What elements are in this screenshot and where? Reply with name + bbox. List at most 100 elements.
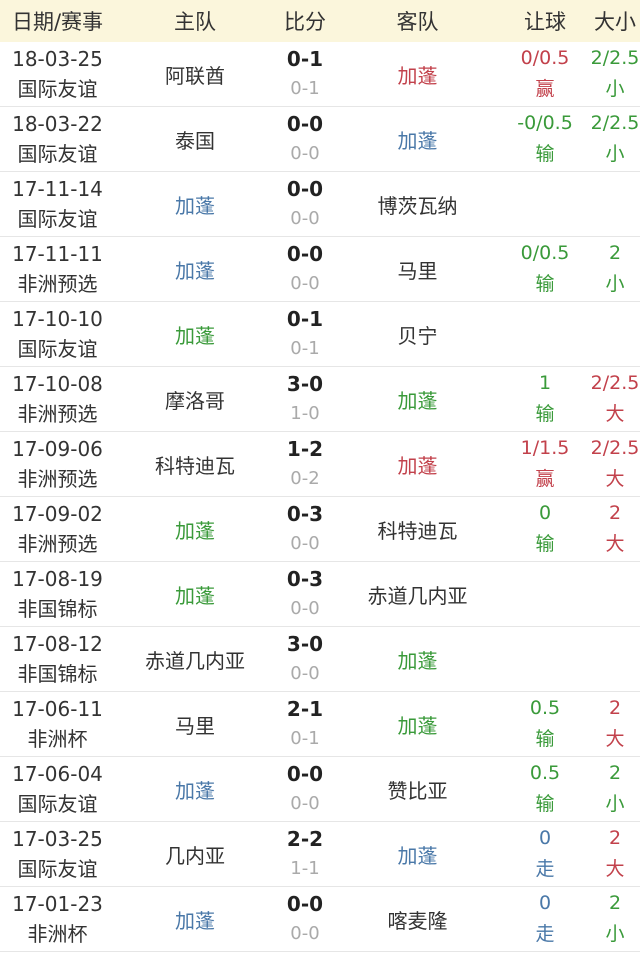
- home-team: 泰国: [175, 128, 215, 153]
- over-under-line: 2: [608, 762, 622, 784]
- table-row[interactable]: 17-01-23 非洲杯 加蓬 0-0 0-0 喀麦隆 0 走 2 小: [0, 887, 640, 952]
- score-cell: 0-1 0-1: [275, 44, 335, 104]
- competition: 国际友谊: [17, 857, 98, 881]
- away-team: 加蓬: [397, 713, 438, 738]
- table-row[interactable]: 17-08-19 非国锦标 加蓬 0-3 0-0 赤道几内亚: [0, 562, 640, 627]
- match-date: 17-09-02: [12, 502, 103, 526]
- header-handicap: 让球: [524, 10, 566, 34]
- home-team: 加蓬: [175, 908, 215, 933]
- half-time-score: 0-0: [290, 793, 320, 814]
- header-away: 客队: [396, 10, 439, 34]
- handicap-line: 0/0.5: [520, 47, 570, 69]
- match-date: 18-03-25: [12, 47, 103, 71]
- table-row[interactable]: 17-10-08 非洲预选 摩洛哥 3-0 1-0 加蓬 1 输 2/2.5 大: [0, 367, 640, 432]
- home-team: 马里: [175, 713, 215, 738]
- over-under-result: 小: [605, 793, 625, 815]
- score-cell: 0-3 0-0: [275, 499, 335, 559]
- full-time-score: 2-2: [286, 827, 324, 851]
- over-under-result: 大: [605, 728, 625, 750]
- score-cell: 2-2 1-1: [275, 824, 335, 884]
- score-cell: 0-0 0-0: [275, 759, 335, 819]
- handicap-result: 输: [535, 143, 555, 165]
- handicap-cell: -0/0.5 输: [500, 108, 590, 170]
- handicap-result: 赢: [535, 468, 555, 490]
- half-time-score: 0-0: [290, 143, 320, 164]
- over-under-cell: 2/2.5 大: [590, 368, 640, 430]
- competition: 非国锦标: [17, 597, 98, 621]
- away-team: 博茨瓦纳: [377, 193, 458, 218]
- competition: 非洲杯: [27, 727, 88, 751]
- over-under-line: 2: [608, 827, 622, 849]
- away-team: 加蓬: [397, 453, 438, 478]
- match-list: 18-03-25 国际友谊 阿联酋 0-1 0-1 加蓬 0/0.5 赢 2/2.5 小 18-03…: [0, 42, 640, 952]
- away-team: 加蓬: [397, 843, 438, 868]
- table-row[interactable]: 18-03-25 国际友谊 阿联酋 0-1 0-1 加蓬 0/0.5 赢 2/2.5 小: [0, 42, 640, 107]
- competition: 国际友谊: [17, 207, 98, 231]
- half-time-score: 0-0: [290, 533, 320, 554]
- score-cell: 0-0 0-0: [275, 239, 335, 299]
- handicap-result: 输: [535, 793, 555, 815]
- half-time-score: 0-1: [290, 728, 320, 749]
- table-row[interactable]: 17-11-11 非洲预选 加蓬 0-0 0-0 马里 0/0.5 输 2 小: [0, 237, 640, 302]
- over-under-result: 小: [605, 143, 625, 165]
- over-under-result: 小: [605, 273, 625, 295]
- over-under-result: 大: [605, 533, 625, 555]
- half-time-score: 0-0: [290, 663, 320, 684]
- away-team: 赞比亚: [387, 778, 448, 803]
- match-date: 17-01-23: [12, 892, 103, 916]
- home-team: 阿联酋: [165, 63, 225, 88]
- table-row[interactable]: 17-06-11 非洲杯 马里 2-1 0-1 加蓬 0.5 输 2 大: [0, 692, 640, 757]
- score-cell: 2-1 0-1: [275, 694, 335, 754]
- away-team: 赤道几内亚: [367, 583, 468, 608]
- home-team: 赤道几内亚: [145, 648, 245, 673]
- away-team: 加蓬: [397, 63, 438, 88]
- home-team: 加蓬: [175, 778, 215, 803]
- score-cell: 0-1 0-1: [275, 304, 335, 364]
- half-time-score: 0-1: [290, 338, 320, 359]
- table-row[interactable]: 17-06-04 国际友谊 加蓬 0-0 0-0 赞比亚 0.5 输 2 小: [0, 757, 640, 822]
- table-row[interactable]: 17-11-14 国际友谊 加蓬 0-0 0-0 博茨瓦纳: [0, 172, 640, 237]
- handicap-result: 走: [535, 858, 555, 880]
- handicap-line: 1/1.5: [520, 437, 570, 459]
- competition: 非国锦标: [17, 662, 98, 686]
- handicap-cell: 0/0.5 输: [500, 238, 590, 300]
- score-cell: 0-0 0-0: [275, 889, 335, 949]
- competition: 非洲预选: [17, 402, 98, 426]
- half-time-score: 0-0: [290, 208, 320, 229]
- away-team: 贝宁: [397, 323, 438, 348]
- over-under-result: 小: [605, 923, 625, 945]
- date-cell: 17-09-02 非洲预选: [0, 499, 115, 559]
- table-row[interactable]: 17-09-06 非洲预选 科特迪瓦 1-2 0-2 加蓬 1/1.5 赢 2/2.5 大: [0, 432, 640, 497]
- match-date: 17-11-11: [12, 242, 103, 266]
- handicap-line: 1: [538, 372, 552, 394]
- score-cell: 0-3 0-0: [275, 564, 335, 624]
- half-time-score: 0-0: [290, 598, 320, 619]
- date-cell: 17-11-11 非洲预选: [0, 239, 115, 299]
- full-time-score: 1-2: [286, 437, 324, 461]
- handicap-cell: 0/0.5 赢: [500, 43, 590, 105]
- table-row[interactable]: 17-09-02 非洲预选 加蓬 0-3 0-0 科特迪瓦 0 输 2 大: [0, 497, 640, 562]
- half-time-score: 0-2: [290, 468, 320, 489]
- away-team: 马里: [397, 258, 438, 283]
- competition: 国际友谊: [17, 142, 98, 166]
- score-cell: 3-0 0-0: [275, 629, 335, 689]
- competition: 国际友谊: [17, 792, 98, 816]
- table-row[interactable]: 17-10-10 国际友谊 加蓬 0-1 0-1 贝宁: [0, 302, 640, 367]
- table-row[interactable]: 18-03-22 国际友谊 泰国 0-0 0-0 加蓬 -0/0.5 输 2/2.5 小: [0, 107, 640, 172]
- home-team: 摩洛哥: [165, 388, 225, 413]
- over-under-result: 大: [605, 403, 625, 425]
- over-under-cell: 2/2.5 大: [590, 433, 640, 495]
- handicap-cell: 0.5 输: [500, 693, 590, 755]
- competition: 非洲预选: [17, 272, 98, 296]
- table-row[interactable]: 17-03-25 国际友谊 几内亚 2-2 1-1 加蓬 0 走 2 大: [0, 822, 640, 887]
- table-header: 日期/赛事 主队 比分 客队 让球 大小: [0, 0, 640, 42]
- date-cell: 18-03-22 国际友谊: [0, 109, 115, 169]
- score-cell: 3-0 1-0: [275, 369, 335, 429]
- match-date: 17-10-08: [12, 372, 103, 396]
- handicap-line: 0/0.5: [520, 242, 570, 264]
- half-time-score: 0-1: [290, 78, 320, 99]
- table-row[interactable]: 17-08-12 非国锦标 赤道几内亚 3-0 0-0 加蓬: [0, 627, 640, 692]
